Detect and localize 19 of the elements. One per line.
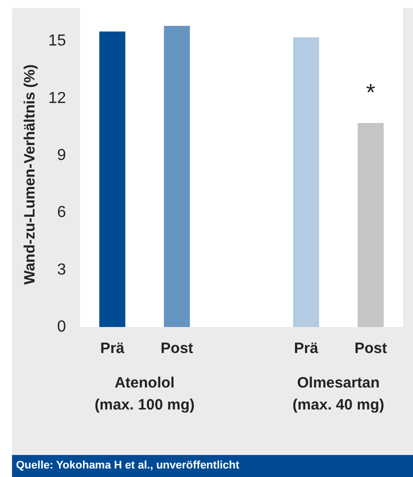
text: Olmesartan (max. 40 mg) bbox=[292, 374, 384, 414]
y-tick-label: 6 bbox=[57, 204, 66, 222]
bar bbox=[358, 123, 384, 327]
bar bbox=[293, 37, 320, 327]
y-tick-label: 15 bbox=[48, 32, 66, 50]
x-tick-label: Post bbox=[160, 340, 194, 357]
annotation: * bbox=[366, 80, 376, 107]
text: Atenolol (max. 100 mg) bbox=[94, 374, 195, 414]
y-tick-label: 12 bbox=[48, 90, 66, 107]
bar bbox=[164, 26, 190, 327]
y-axis-title: Wand-zu-Lumen-Verhältnis (%) bbox=[21, 64, 38, 285]
x-tick-label: Prä bbox=[100, 340, 126, 357]
y-tick-label: 0 bbox=[57, 318, 66, 336]
y-tick-label: 9 bbox=[57, 146, 66, 164]
x-tick-label: Post bbox=[354, 340, 387, 357]
source-note: Quelle: Yokohama H et al., unveröffentlicht bbox=[16, 460, 240, 472]
x-tick-label: Prä bbox=[294, 340, 319, 357]
y-tick-label: 3 bbox=[57, 261, 66, 278]
bar bbox=[99, 32, 126, 327]
